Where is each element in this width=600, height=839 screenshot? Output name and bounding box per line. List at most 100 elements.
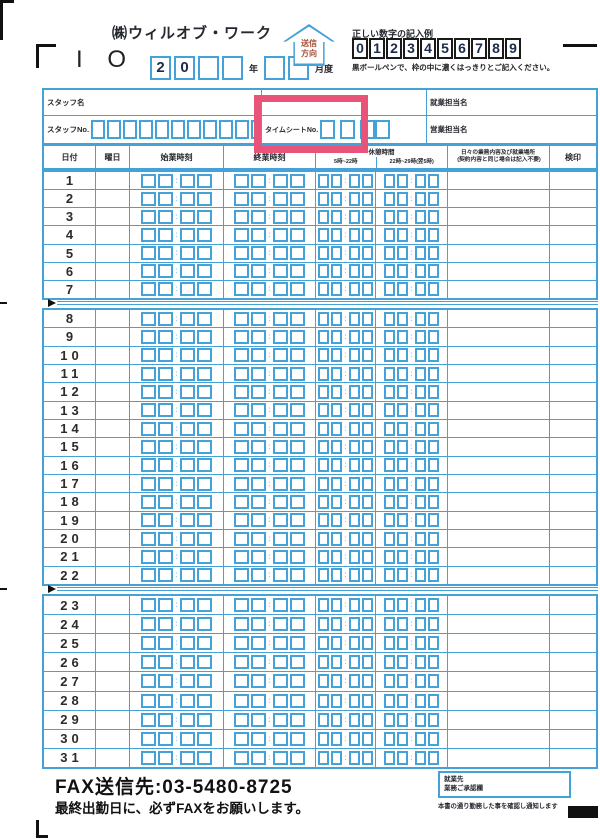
time-digit-box[interactable] bbox=[318, 348, 330, 363]
time-digit-box[interactable] bbox=[141, 750, 157, 765]
time-digit-box[interactable] bbox=[361, 655, 373, 670]
time-digit-box[interactable] bbox=[196, 311, 212, 326]
time-digit-box[interactable] bbox=[272, 636, 288, 651]
time-digit-box[interactable] bbox=[196, 693, 212, 708]
time-digit-box[interactable] bbox=[414, 674, 426, 689]
time-digit-box[interactable] bbox=[331, 636, 343, 651]
time-digit-box[interactable] bbox=[289, 549, 305, 564]
time-digit-box[interactable] bbox=[158, 348, 174, 363]
time-digit-box[interactable] bbox=[384, 366, 396, 381]
time-digit-box[interactable] bbox=[289, 476, 305, 491]
time-digit-box[interactable] bbox=[361, 549, 373, 564]
time-digit-box[interactable] bbox=[427, 264, 439, 279]
time-digit-box[interactable] bbox=[318, 693, 330, 708]
stamp-cell[interactable] bbox=[550, 226, 596, 243]
work-description-cell[interactable] bbox=[448, 383, 550, 401]
staff-no-box[interactable] bbox=[235, 120, 250, 139]
time-digit-box[interactable] bbox=[427, 693, 439, 708]
year-digit-box[interactable] bbox=[222, 56, 243, 80]
time-digit-box[interactable] bbox=[427, 439, 439, 454]
time-digit-box[interactable] bbox=[384, 439, 396, 454]
time-digit-box[interactable] bbox=[414, 636, 426, 651]
time-digit-box[interactable] bbox=[196, 674, 212, 689]
work-description-cell[interactable] bbox=[448, 493, 550, 511]
time-digit-box[interactable] bbox=[158, 712, 174, 727]
time-digit-box[interactable] bbox=[384, 494, 396, 509]
time-digit-box[interactable] bbox=[397, 329, 409, 344]
time-digit-box[interactable] bbox=[289, 712, 305, 727]
weekday-cell[interactable] bbox=[96, 172, 130, 190]
time-digit-box[interactable] bbox=[251, 598, 267, 613]
work-description-cell[interactable] bbox=[448, 419, 550, 438]
time-digit-box[interactable] bbox=[318, 329, 330, 344]
time-digit-box[interactable] bbox=[196, 348, 212, 363]
stamp-cell[interactable] bbox=[550, 457, 596, 474]
time-digit-box[interactable] bbox=[348, 191, 360, 206]
time-digit-box[interactable] bbox=[141, 531, 157, 546]
time-digit-box[interactable] bbox=[427, 750, 439, 765]
time-digit-box[interactable] bbox=[427, 598, 439, 613]
time-digit-box[interactable] bbox=[348, 568, 360, 583]
time-digit-box[interactable] bbox=[384, 636, 396, 651]
time-digit-box[interactable] bbox=[158, 636, 174, 651]
time-digit-box[interactable] bbox=[397, 476, 409, 491]
time-digit-box[interactable] bbox=[251, 674, 267, 689]
time-digit-box[interactable] bbox=[141, 693, 157, 708]
time-digit-box[interactable] bbox=[397, 568, 409, 583]
time-digit-box[interactable] bbox=[272, 384, 288, 399]
weekday-cell[interactable] bbox=[96, 328, 130, 346]
time-digit-box[interactable] bbox=[196, 476, 212, 491]
time-digit-box[interactable] bbox=[234, 636, 250, 651]
time-digit-box[interactable] bbox=[331, 348, 343, 363]
time-digit-box[interactable] bbox=[251, 191, 267, 206]
time-digit-box[interactable] bbox=[179, 384, 195, 399]
time-digit-box[interactable] bbox=[427, 531, 439, 546]
time-digit-box[interactable] bbox=[427, 209, 439, 224]
weekday-cell[interactable] bbox=[96, 419, 130, 438]
work-description-cell[interactable] bbox=[448, 748, 550, 767]
staff-no-box[interactable] bbox=[91, 120, 106, 139]
year-digit-box[interactable]: 2 bbox=[150, 56, 171, 80]
weekday-cell[interactable] bbox=[96, 438, 130, 456]
time-digit-box[interactable] bbox=[414, 750, 426, 765]
time-digit-box[interactable] bbox=[348, 636, 360, 651]
time-digit-box[interactable] bbox=[196, 636, 212, 651]
time-digit-box[interactable] bbox=[251, 458, 267, 473]
time-digit-box[interactable] bbox=[427, 348, 439, 363]
time-digit-box[interactable] bbox=[251, 173, 267, 188]
time-digit-box[interactable] bbox=[331, 311, 343, 326]
weekday-cell[interactable] bbox=[96, 729, 130, 748]
time-digit-box[interactable] bbox=[397, 311, 409, 326]
time-digit-box[interactable] bbox=[397, 264, 409, 279]
time-digit-box[interactable] bbox=[318, 674, 330, 689]
time-digit-box[interactable] bbox=[384, 264, 396, 279]
time-digit-box[interactable] bbox=[427, 674, 439, 689]
staff-name-cell[interactable]: スタッフ名 bbox=[44, 90, 262, 116]
time-digit-box[interactable] bbox=[384, 311, 396, 326]
time-digit-box[interactable] bbox=[361, 366, 373, 381]
time-digit-box[interactable] bbox=[427, 246, 439, 261]
time-digit-box[interactable] bbox=[427, 636, 439, 651]
time-digit-box[interactable] bbox=[348, 549, 360, 564]
time-digit-box[interactable] bbox=[318, 227, 330, 242]
weekday-cell[interactable] bbox=[96, 190, 130, 208]
time-digit-box[interactable] bbox=[251, 655, 267, 670]
stamp-cell[interactable] bbox=[550, 692, 596, 710]
time-digit-box[interactable] bbox=[331, 693, 343, 708]
time-digit-box[interactable] bbox=[272, 209, 288, 224]
time-digit-box[interactable] bbox=[414, 655, 426, 670]
time-digit-box[interactable] bbox=[272, 329, 288, 344]
time-digit-box[interactable] bbox=[141, 227, 157, 242]
time-digit-box[interactable] bbox=[318, 191, 330, 206]
time-digit-box[interactable] bbox=[361, 311, 373, 326]
time-digit-box[interactable] bbox=[348, 674, 360, 689]
time-digit-box[interactable] bbox=[234, 568, 250, 583]
time-digit-box[interactable] bbox=[272, 421, 288, 436]
time-digit-box[interactable] bbox=[179, 617, 195, 632]
time-digit-box[interactable] bbox=[427, 731, 439, 746]
time-digit-box[interactable] bbox=[361, 173, 373, 188]
time-digit-box[interactable] bbox=[289, 246, 305, 261]
time-digit-box[interactable] bbox=[196, 366, 212, 381]
time-digit-box[interactable] bbox=[179, 476, 195, 491]
time-digit-box[interactable] bbox=[179, 348, 195, 363]
